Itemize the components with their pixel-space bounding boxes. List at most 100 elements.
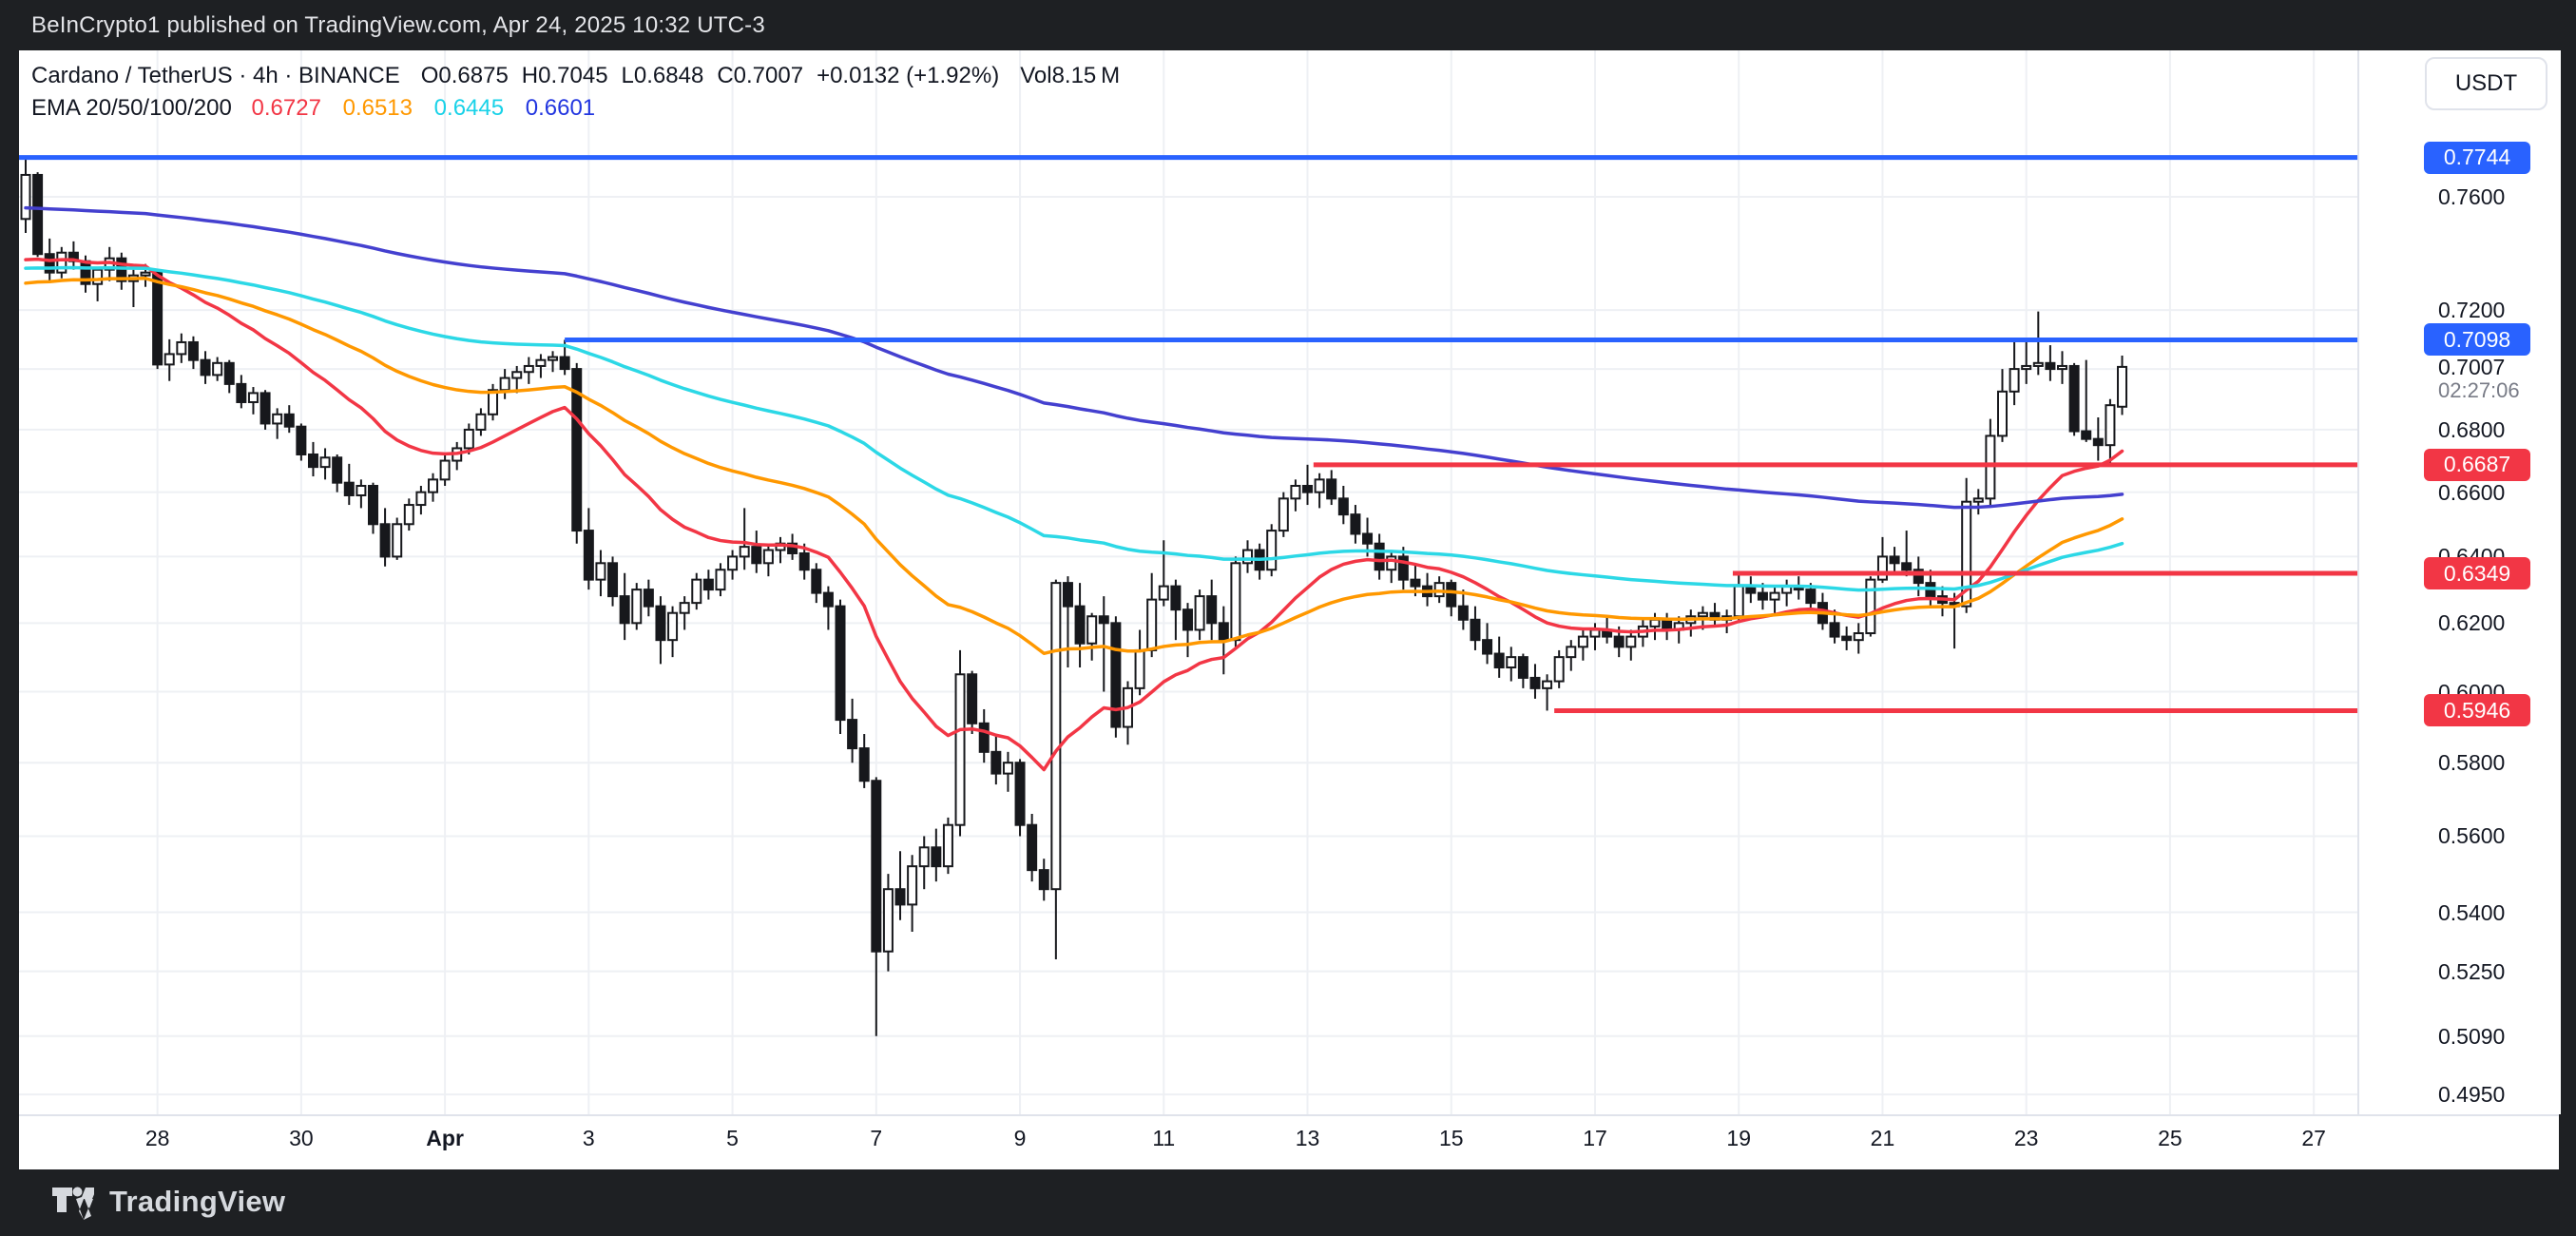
candle-down (260, 392, 271, 425)
candle-up (392, 523, 403, 558)
currency-unit-label: USDT (2454, 70, 2518, 96)
ema-row: EMA 20/50/100/200 0.6727 0.6513 0.6445 0… (31, 92, 1133, 125)
candle-up (548, 356, 559, 361)
candle-down (236, 382, 247, 403)
ohlc-high: H0.7045 (521, 63, 608, 88)
price-axis-label: 0.5400 (2438, 899, 2506, 925)
candle-up (2021, 364, 2032, 371)
tradingview-logo-icon[interactable] (52, 1183, 94, 1221)
candle-down (379, 523, 391, 558)
candle-up (163, 353, 175, 366)
candle-up (631, 589, 643, 625)
candle-up (535, 358, 547, 367)
candle-up (1230, 562, 1241, 642)
candle-down (967, 673, 978, 724)
price-level-label: 0.6349 (2424, 557, 2530, 590)
candle-down (822, 591, 834, 608)
price-axis-label: 0.7600 (2438, 184, 2506, 209)
candle-down (152, 271, 163, 366)
candle-up (1506, 656, 1517, 668)
candle-up (1278, 497, 1289, 532)
ema100-value: 0.6445 (433, 95, 505, 121)
candle-down (1529, 676, 1541, 689)
candle-down (332, 456, 343, 484)
candle-up (691, 578, 702, 605)
candle-up (92, 268, 104, 285)
candle-down (2068, 364, 2080, 433)
candle-up (2009, 368, 2020, 393)
ema-indicator-label: EMA 20/50/100/200 (31, 95, 232, 121)
candle-up (739, 546, 750, 558)
currency-unit-button[interactable]: USDT (2425, 57, 2547, 110)
candle-down (2081, 430, 2092, 440)
ema20-value: 0.6727 (251, 95, 321, 121)
candle-down (1613, 635, 1624, 648)
price-axis-label: 0.6800 (2438, 416, 2506, 442)
candle-down (1326, 478, 1337, 500)
candle-down (871, 780, 882, 953)
price-level-label: 0.6687 (2424, 448, 2530, 481)
ema50-value: 0.6513 (342, 95, 413, 121)
time-axis-label: 3 (582, 1126, 595, 1150)
time-axis-label: 5 (726, 1126, 739, 1150)
footer-bar: TradingView (0, 1168, 2576, 1236)
tradingview-wordmark[interactable]: TradingView (109, 1185, 286, 1218)
time-axis-label: 9 (1013, 1126, 1027, 1150)
candle-up (1853, 632, 1864, 642)
candle-down (283, 413, 295, 428)
candle-up (247, 392, 259, 403)
time-axis-label: 23 (2013, 1126, 2039, 1150)
candle-down (1218, 622, 1229, 642)
candle-up (762, 549, 774, 565)
candle-down (1350, 513, 1361, 535)
candle-up (1733, 585, 1744, 618)
candle-up (1146, 598, 1158, 651)
candle-down (847, 719, 858, 750)
candle-down (1901, 562, 1913, 571)
candle-down (990, 750, 1002, 775)
candle-down (1470, 618, 1481, 642)
candle-up (1158, 585, 1169, 601)
candle-down (1170, 585, 1182, 611)
time-axis-label: 21 (1870, 1126, 1895, 1150)
ohlc-close: C0.7007 (717, 63, 804, 88)
candle-down (619, 595, 630, 625)
price-level-label: 0.5946 (2424, 694, 2530, 727)
candle-down (1493, 652, 1505, 668)
candle-down (1038, 869, 1049, 891)
ema-100-line (24, 265, 2124, 592)
candle-up (56, 251, 67, 274)
candle-down (655, 605, 666, 642)
ema-20-line (24, 257, 2124, 772)
price-level-label: 0.7098 (2424, 323, 2530, 357)
candle-down (931, 846, 942, 868)
candle-down (1374, 542, 1385, 571)
ema200-value: 0.6601 (525, 95, 596, 121)
candle-down (643, 589, 654, 608)
plot-area[interactable] (19, 50, 2357, 1114)
candle-up (403, 504, 414, 526)
candle-up (2117, 365, 2128, 408)
candle-up (1985, 435, 1996, 500)
candle-up (212, 361, 223, 377)
time-axis-scale[interactable]: 28 30 Apr 3 5 7 9 11 13 15 17 19 21 23 25 27 (19, 1114, 2559, 1169)
candle-up (727, 555, 739, 571)
candle-up (1386, 555, 1397, 571)
time-axis-label: 13 (1295, 1126, 1320, 1150)
price-axis-label: 0.6200 (2438, 610, 2506, 636)
chart-panel[interactable]: Cardano / TetherUS · 4h · BINANCE O0.6875… (19, 50, 2561, 1169)
chart-legend: Cardano / TetherUS · 4h · BINANCE O0.6875… (31, 60, 1133, 125)
candle-down (1889, 555, 1900, 565)
price-axis-label: 0.5600 (2438, 823, 2506, 849)
candle-down (32, 173, 44, 256)
candle-up (2032, 361, 2044, 367)
price-axis-label: 0.5800 (2438, 750, 2506, 776)
candle-down (367, 485, 378, 526)
candle-up (954, 673, 966, 826)
price-axis-scale[interactable]: 0.76000.72000.68000.66000.64000.62000.60… (2357, 50, 2561, 1114)
candle-down (1446, 582, 1457, 608)
candle-up (523, 364, 534, 374)
candle-down (751, 546, 762, 565)
candle-down (1074, 605, 1086, 645)
symbol-title: Cardano / TetherUS · 4h · BINANCE (31, 63, 400, 88)
